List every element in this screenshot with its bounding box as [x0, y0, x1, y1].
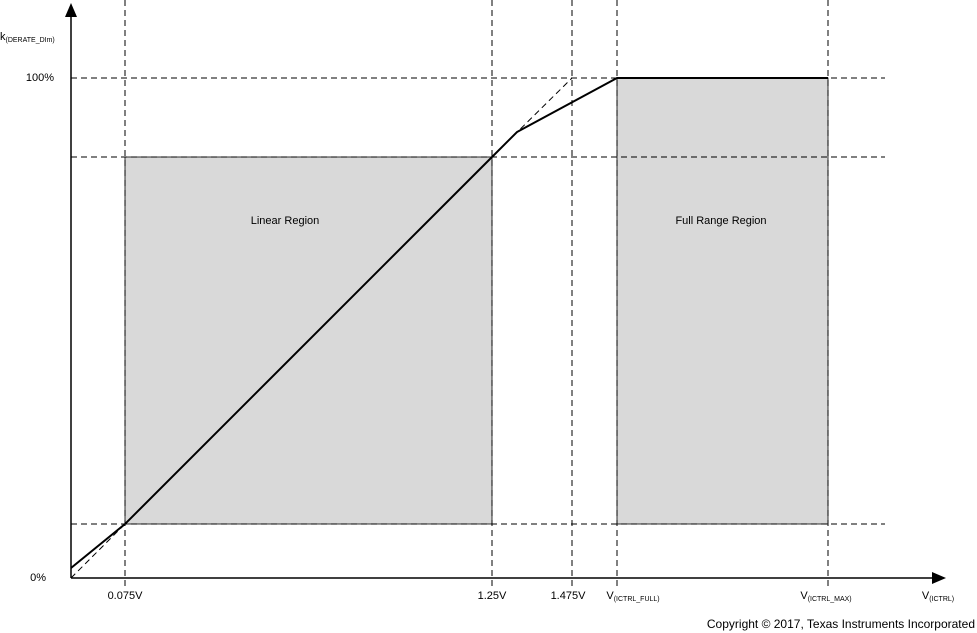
region-label: Full Range Region [675, 215, 766, 227]
label-main: V [606, 590, 614, 602]
y-tick: 100% [26, 72, 54, 84]
full-range-region-box [616, 77, 829, 525]
curve [70, 77, 828, 569]
label-sub: (ICTRL_MAX) [808, 596, 852, 603]
label-main: k [0, 31, 6, 43]
x-tick: V(ICTRL_FULL) [606, 590, 659, 603]
x-axis-label: V(ICTRL) [922, 590, 954, 603]
label-main: 0.075V [108, 590, 144, 602]
x-arrow [932, 572, 946, 584]
guide-lines [70, 0, 885, 590]
copyright: Copyright © 2017, Texas Instruments Inco… [707, 617, 975, 631]
x-tick: 0.075V [108, 590, 144, 602]
label-main: 1.25V [478, 590, 507, 602]
x-ticks: 0.075V 1.25V 1.475V V(ICTRL_FULL) V(ICTRL_MA… [108, 590, 852, 603]
axes [70, 14, 935, 579]
region-label: Linear Region [251, 215, 320, 227]
x-tick: 1.475V [551, 590, 587, 602]
label-sub: (ICTRL_FULL) [614, 596, 660, 603]
label-main: V [922, 590, 930, 602]
label-main: V [800, 590, 808, 602]
y-tick: 0% [30, 572, 46, 584]
y-axis-label: k(DERATE_DIm) [0, 31, 55, 44]
x-tick: 1.25V [478, 590, 507, 602]
x-tick: V(ICTRL_MAX) [800, 590, 851, 603]
y-arrow [65, 3, 77, 17]
label-sub: (DERATE_DIm) [6, 37, 55, 44]
label-sub: (ICTRL) [929, 596, 954, 603]
label-main: 1.475V [551, 590, 587, 602]
